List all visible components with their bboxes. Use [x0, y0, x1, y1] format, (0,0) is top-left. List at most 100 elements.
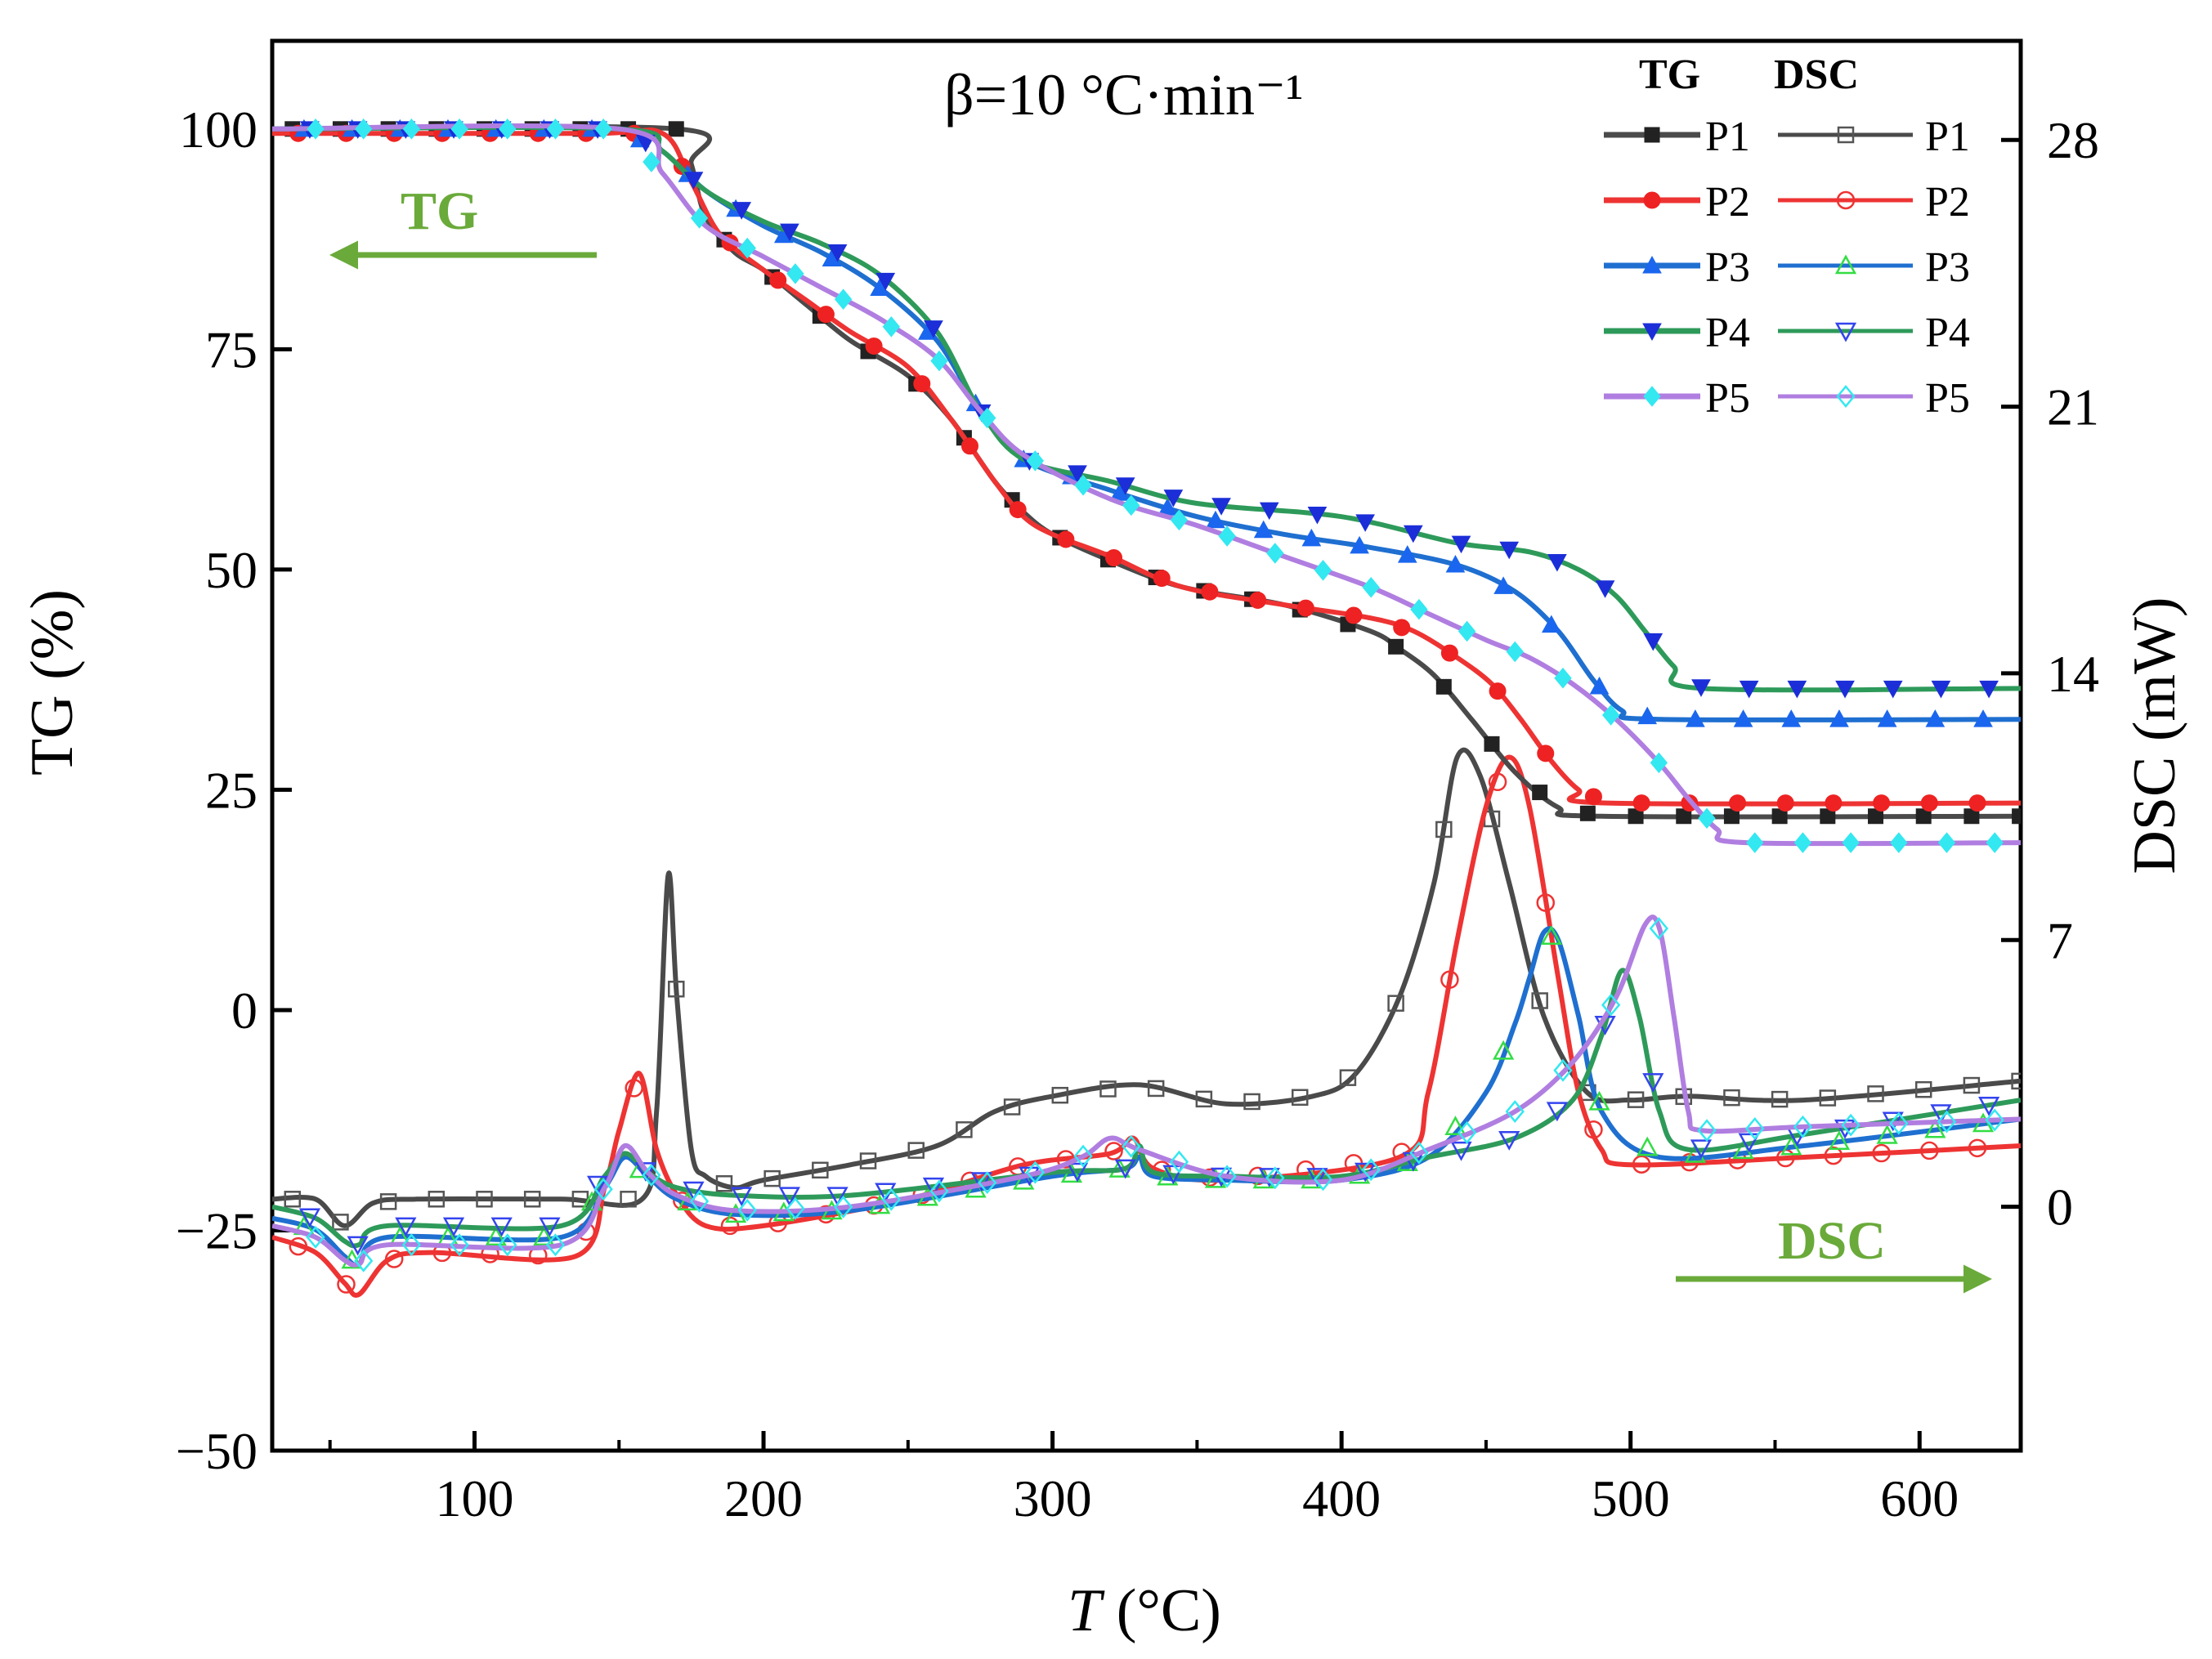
dsc-marker-p5 — [881, 1187, 901, 1211]
y-axis-title-right: DSC (mW) — [2121, 597, 2188, 874]
dsc-marker-p5 — [1553, 1058, 1573, 1082]
tg-marker-p1 — [1579, 805, 1596, 821]
plot-frame — [270, 38, 2023, 1453]
dsc-marker-p5 — [1745, 1117, 1765, 1140]
tg-marker-p3 — [1733, 709, 1753, 727]
tg-marker-p2 — [1968, 794, 1986, 812]
tg-marker-p2 — [1057, 530, 1075, 548]
dsc-marker-p3 — [1924, 1118, 1946, 1138]
dsc-marker-p4 — [1977, 1096, 2000, 1116]
dsc-marker-p5 — [1313, 1168, 1333, 1192]
tg-marker-p4 — [1595, 580, 1615, 598]
tg-marker-p5 — [594, 118, 612, 140]
tg-marker-p4 — [1115, 477, 1135, 495]
dsc-marker-p1 — [1243, 1093, 1260, 1111]
tg-marker-p5 — [307, 118, 325, 140]
dsc-marker-p3 — [485, 1226, 507, 1246]
dsc-marker-p4 — [1642, 1073, 1664, 1093]
dsc-marker-p2 — [289, 1236, 308, 1256]
tg-marker-p4 — [1691, 679, 1711, 697]
tg-marker-p3 — [1206, 510, 1225, 529]
tg-marker-p5 — [546, 118, 565, 140]
tg-marker-p4 — [827, 244, 848, 262]
tg-marker-p5 — [1842, 832, 1860, 853]
tg-marker-p5 — [1602, 704, 1620, 726]
tg-marker-p2 — [817, 306, 835, 324]
dsc-marker-p1 — [1051, 1086, 1069, 1104]
tg-marker-p5 — [402, 118, 421, 140]
dsc-marker-p1 — [1195, 1090, 1213, 1108]
dsc-marker-p1 — [668, 981, 685, 998]
dsc-marker-p1 — [1147, 1080, 1165, 1098]
tg-series-p4 — [272, 121, 2021, 699]
tg-marker-p4 — [683, 172, 704, 190]
tg-marker-p4 — [1259, 502, 1279, 521]
tg-marker-p2 — [1201, 583, 1219, 601]
dsc-marker-p2 — [1632, 1155, 1651, 1174]
dsc-marker-p5 — [1025, 1160, 1046, 1184]
dsc-marker-p1 — [763, 1169, 781, 1187]
legend-tg-marker-p2 — [1643, 191, 1661, 209]
tg-marker-p1 — [1435, 678, 1452, 695]
series-group — [272, 118, 2021, 1298]
tg-marker-p5 — [930, 350, 948, 372]
dsc-marker-p5 — [1169, 1150, 1189, 1174]
tg-line-p4 — [272, 124, 2021, 693]
dsc-marker-p1 — [332, 1214, 349, 1231]
dsc-marker-p1 — [1914, 1080, 1932, 1098]
tg-marker-p5 — [643, 151, 660, 172]
dsc-marker-p1 — [476, 1191, 493, 1208]
tg-marker-p2 — [769, 271, 787, 289]
dsc-marker-p3 — [1588, 1090, 1610, 1111]
dsc-arrow-label: DSC — [1778, 1211, 1886, 1271]
dsc-marker-p4 — [1306, 1168, 1328, 1187]
tg-marker-p5 — [1410, 598, 1428, 620]
tg-marker-p5 — [1650, 752, 1668, 774]
tg-marker-p2 — [960, 437, 978, 455]
dsc-marker-p5 — [1841, 1113, 1860, 1137]
dsc-marker-p2 — [1968, 1138, 1987, 1158]
dsc-marker-p3 — [533, 1226, 555, 1246]
dsc-marker-p4 — [1546, 1102, 1569, 1122]
legend-tg-p5: P5 — [1604, 375, 1750, 422]
legend-dsc-p5: P5 — [1778, 375, 1970, 422]
dsc-marker-p2 — [1584, 1120, 1603, 1139]
dsc-line-p4 — [272, 968, 2021, 1249]
legend-tg-label-p4: P4 — [1705, 310, 1750, 356]
dsc-series-p3 — [272, 925, 2021, 1269]
dsc-marker-p5 — [737, 1198, 757, 1222]
legend-tg-p2: P2 — [1604, 179, 1750, 226]
dsc-marker-p2 — [1440, 970, 1459, 990]
tg-marker-p2 — [1537, 745, 1555, 762]
legend-tg-marker-p1 — [1644, 127, 1660, 143]
legend-dsc-p3: P3 — [1778, 244, 1970, 291]
dsc-marker-p5 — [450, 1233, 469, 1257]
y-left-tick-label: 25 — [205, 761, 257, 819]
dsc-marker-p1 — [1963, 1076, 1981, 1094]
tg-arrow-annotation: TG — [329, 181, 597, 270]
tg-marker-p1 — [2012, 808, 2021, 825]
tg-marker-p4 — [1307, 506, 1328, 525]
legend-tg-p3: P3 — [1604, 244, 1750, 291]
tg-marker-p4 — [1547, 553, 1567, 572]
dsc-marker-p2 — [1824, 1146, 1843, 1165]
dsc-marker-p5 — [1937, 1110, 1957, 1134]
y-right-tick-label: 14 — [2047, 645, 2099, 703]
tg-marker-p4 — [1739, 680, 1759, 699]
tg-marker-p5 — [1793, 832, 1812, 853]
legend-tg-label-p1: P1 — [1705, 114, 1750, 160]
dsc-marker-p1 — [523, 1191, 541, 1208]
dsc-marker-p5 — [1409, 1141, 1429, 1165]
legend-dsc-label-p5: P5 — [1925, 375, 1970, 422]
dsc-marker-p1 — [1867, 1085, 1884, 1102]
dsc-line-p3 — [272, 926, 2021, 1268]
dsc-marker-p4 — [1066, 1162, 1089, 1183]
dsc-marker-p4 — [539, 1217, 561, 1237]
dsc-marker-p5 — [593, 1178, 613, 1201]
tg-marker-p5 — [450, 118, 468, 140]
legend-dsc-p4: P4 — [1778, 310, 1970, 356]
dsc-marker-p5 — [1505, 1100, 1525, 1124]
dsc-marker-p1 — [1531, 992, 1548, 1009]
tg-marker-p4 — [732, 202, 752, 220]
dsc-marker-p5 — [1361, 1158, 1381, 1182]
